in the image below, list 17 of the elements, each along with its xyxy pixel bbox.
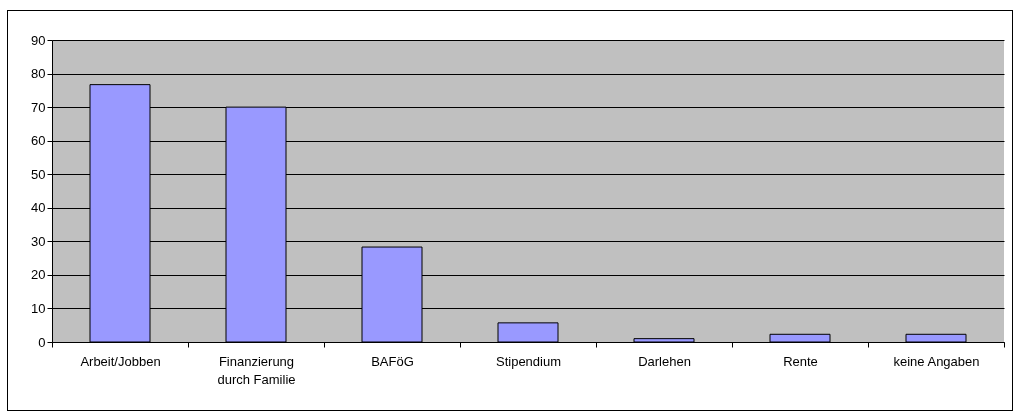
y-tick-label: 40 bbox=[31, 200, 46, 216]
x-tick-label: Finanzierung durch Familie bbox=[217, 353, 296, 387]
y-tick-label: 50 bbox=[31, 166, 46, 182]
x-tick-label: Stipendium bbox=[495, 353, 562, 369]
x-tick-label: Darlehen bbox=[638, 353, 691, 369]
x-tick-label: BAFöG bbox=[371, 353, 414, 369]
y-tick-label: 0 bbox=[38, 334, 46, 350]
y-tick-label: 90 bbox=[31, 32, 46, 48]
x-tick-label: Arbeit/Jobben bbox=[80, 353, 161, 369]
y-tick-label: 70 bbox=[31, 99, 46, 115]
y-tick-label: 20 bbox=[31, 267, 46, 283]
x-tick-label: Rente bbox=[783, 353, 818, 369]
x-tick-label: keine Angaben bbox=[893, 353, 980, 369]
y-tick-label: 80 bbox=[31, 66, 46, 82]
y-tick-label: 30 bbox=[31, 233, 46, 249]
y-tick-label: 10 bbox=[31, 300, 46, 316]
y-tick-label: 60 bbox=[31, 133, 46, 149]
